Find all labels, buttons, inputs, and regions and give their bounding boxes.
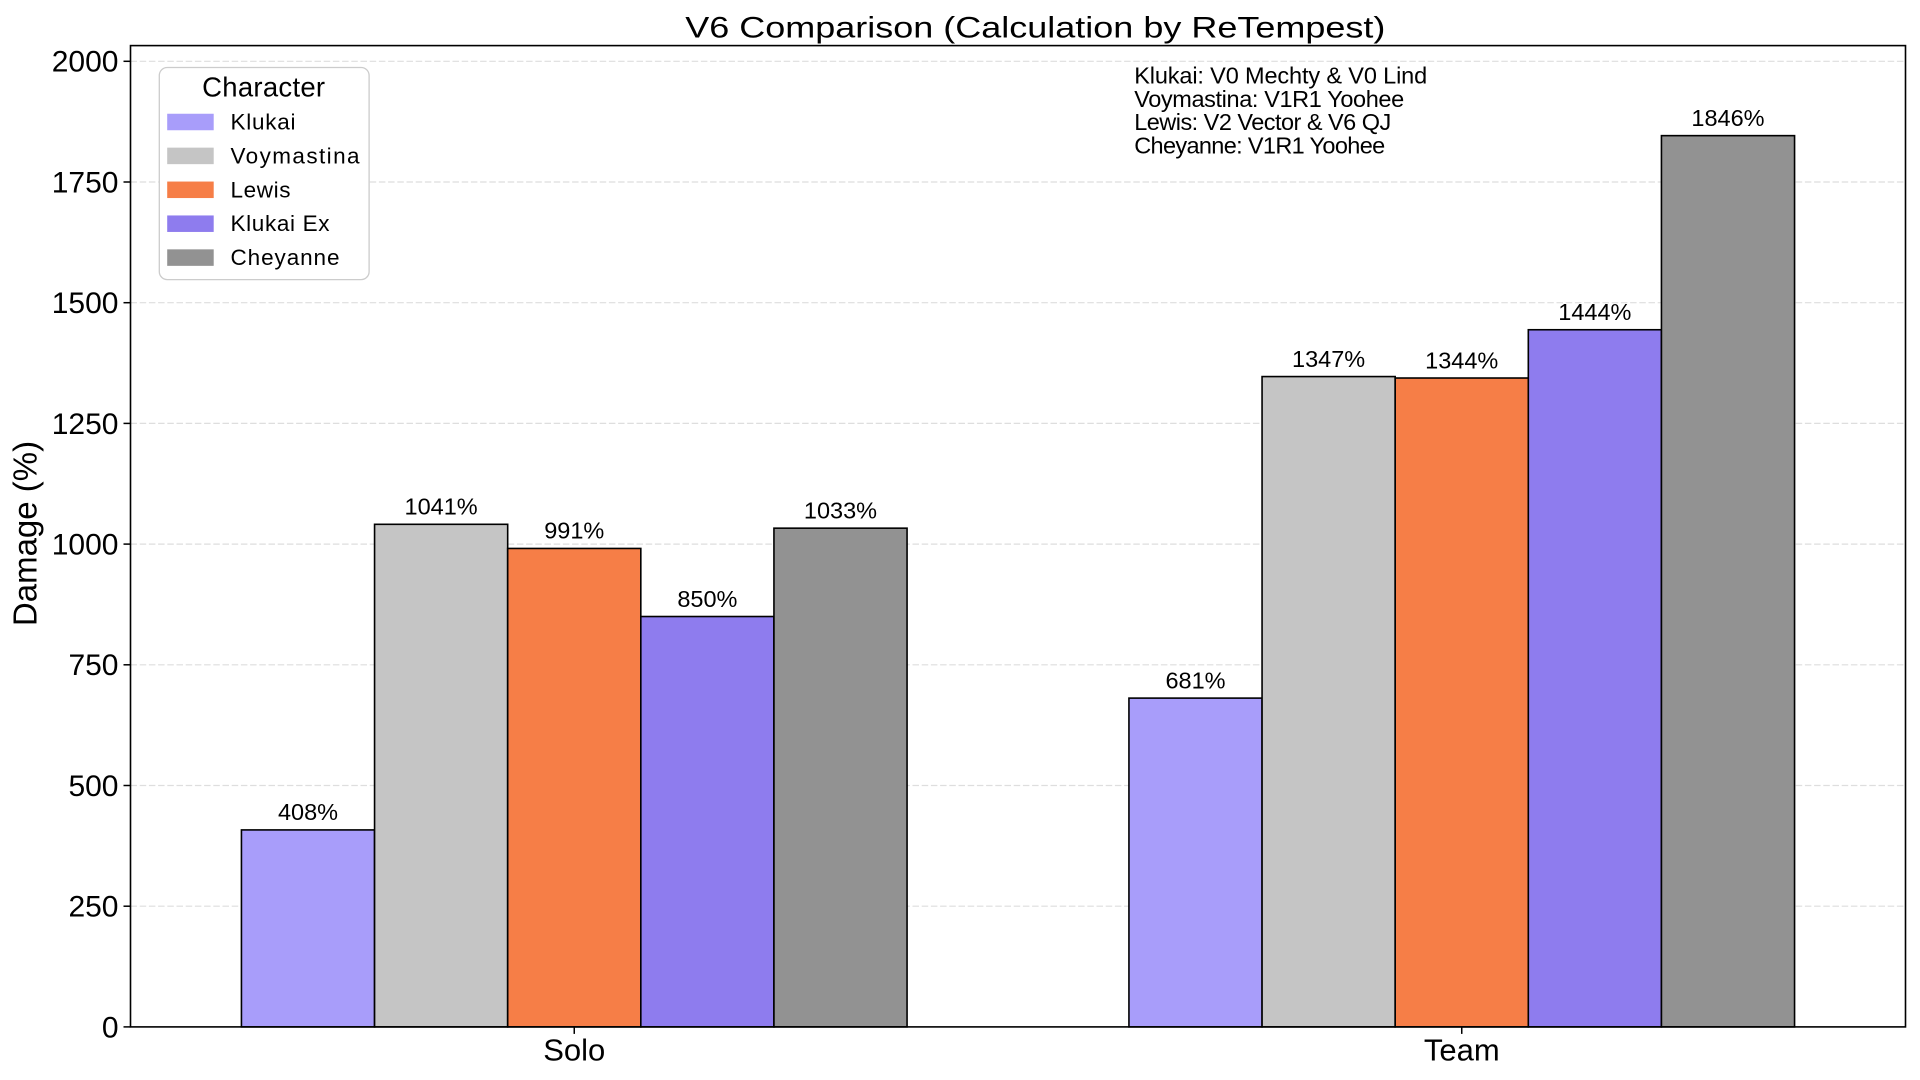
svg-text:1500: 1500 [52, 287, 119, 320]
svg-text:Lewis: Lewis [231, 177, 291, 202]
svg-text:850%: 850% [677, 586, 737, 612]
svg-text:Klukai: V0 Mechty & V0 Lind: Klukai: V0 Mechty & V0 Lind [1134, 63, 1427, 89]
svg-text:1347%: 1347% [1292, 346, 1365, 372]
svg-text:750: 750 [68, 649, 118, 682]
svg-text:Voymastina: V1R1 Yoohee: Voymastina: V1R1 Yoohee [1134, 86, 1404, 112]
svg-text:1033%: 1033% [804, 498, 877, 524]
svg-text:Voymastina: Voymastina [231, 143, 360, 168]
svg-text:1750: 1750 [52, 166, 119, 199]
svg-text:V6 Comparison (Calculation by: V6 Comparison (Calculation by ReTempest) [685, 11, 1385, 44]
svg-text:250: 250 [68, 891, 118, 924]
svg-text:408%: 408% [278, 799, 338, 825]
svg-text:0: 0 [102, 1011, 119, 1044]
svg-text:500: 500 [68, 770, 118, 803]
svg-text:Lewis: V2 Vector & V6 QJ: Lewis: V2 Vector & V6 QJ [1134, 109, 1391, 135]
svg-text:681%: 681% [1165, 667, 1225, 693]
svg-text:1444%: 1444% [1558, 299, 1631, 325]
svg-text:1250: 1250 [52, 408, 119, 441]
svg-text:Klukai: Klukai [231, 110, 296, 135]
svg-text:Character: Character [202, 72, 325, 103]
svg-text:Damage (%): Damage (%) [7, 441, 44, 626]
svg-text:Solo: Solo [543, 1033, 605, 1068]
svg-text:Cheyanne: V1R1 Yoohee: Cheyanne: V1R1 Yoohee [1134, 132, 1385, 158]
svg-text:1344%: 1344% [1425, 347, 1498, 373]
svg-text:1000: 1000 [52, 529, 119, 562]
svg-text:Cheyanne: Cheyanne [231, 245, 340, 270]
svg-text:991%: 991% [544, 518, 604, 544]
svg-text:1846%: 1846% [1691, 105, 1764, 131]
svg-text:Klukai Ex: Klukai Ex [231, 211, 331, 236]
svg-text:1041%: 1041% [405, 494, 478, 520]
svg-text:Team: Team [1424, 1033, 1500, 1068]
svg-text:2000: 2000 [52, 46, 119, 79]
